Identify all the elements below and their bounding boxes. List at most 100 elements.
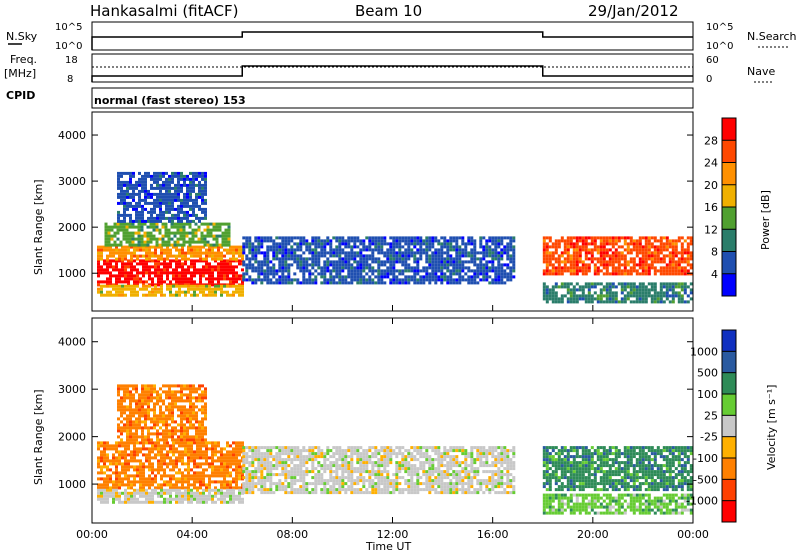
data-cell bbox=[117, 196, 120, 199]
data-cell bbox=[332, 236, 335, 239]
data-cell bbox=[157, 444, 160, 447]
data-cell bbox=[175, 271, 178, 274]
data-cell bbox=[153, 426, 156, 429]
data-cell bbox=[112, 483, 115, 486]
data-cell bbox=[344, 260, 347, 263]
data-cell bbox=[254, 455, 257, 458]
data-cell bbox=[177, 214, 180, 217]
data-cell bbox=[124, 280, 127, 283]
data-cell bbox=[198, 184, 201, 187]
data-cell bbox=[479, 269, 482, 272]
data-cell bbox=[320, 239, 323, 242]
data-cell bbox=[338, 245, 341, 248]
data-cell bbox=[287, 263, 290, 266]
data-cell bbox=[144, 411, 147, 414]
data-cell bbox=[117, 384, 120, 387]
data-cell bbox=[171, 244, 174, 247]
data-cell bbox=[350, 485, 353, 488]
data-cell bbox=[174, 214, 177, 217]
data-cell bbox=[186, 420, 189, 423]
data-cell bbox=[464, 242, 467, 245]
data-cell bbox=[103, 271, 106, 274]
data-cell bbox=[202, 453, 205, 456]
data-cell bbox=[558, 269, 561, 272]
data-cell bbox=[591, 257, 594, 260]
data-cell bbox=[166, 288, 169, 291]
data-cell bbox=[148, 480, 151, 483]
data-cell bbox=[193, 453, 196, 456]
data-cell bbox=[192, 181, 195, 184]
data-cell bbox=[141, 208, 144, 211]
data-cell bbox=[639, 282, 642, 285]
data-cell bbox=[132, 432, 135, 435]
data-cell bbox=[648, 291, 651, 294]
data-cell bbox=[196, 285, 199, 288]
data-cell bbox=[180, 175, 183, 178]
data-cell bbox=[100, 501, 103, 504]
data-cell bbox=[383, 263, 386, 266]
data-cell bbox=[168, 187, 171, 190]
data-cell bbox=[124, 268, 127, 271]
data-cell bbox=[570, 260, 573, 263]
data-cell bbox=[174, 235, 177, 238]
data-cell bbox=[543, 245, 546, 248]
data-cell bbox=[287, 275, 290, 278]
data-cell bbox=[229, 258, 232, 261]
data-cell bbox=[114, 223, 117, 226]
data-cell bbox=[172, 255, 175, 258]
data-cell bbox=[193, 285, 196, 288]
data-cell bbox=[467, 260, 470, 263]
data-cell bbox=[555, 291, 558, 294]
data-cell bbox=[232, 450, 235, 453]
data-cell bbox=[251, 455, 254, 458]
data-cell bbox=[232, 285, 235, 288]
data-cell bbox=[165, 396, 168, 399]
data-cell bbox=[135, 435, 138, 438]
data-cell bbox=[226, 259, 229, 262]
data-cell bbox=[648, 263, 651, 266]
data-cell bbox=[205, 474, 208, 477]
data-cell bbox=[204, 390, 207, 393]
data-cell bbox=[196, 294, 199, 297]
data-cell bbox=[178, 277, 181, 280]
data-cell bbox=[386, 254, 389, 257]
data-cell bbox=[216, 223, 219, 226]
data-cell bbox=[208, 252, 211, 255]
data-cell bbox=[543, 291, 546, 294]
data-cell bbox=[177, 223, 180, 226]
data-cell bbox=[169, 280, 172, 283]
data-cell bbox=[115, 489, 118, 492]
data-cell bbox=[407, 242, 410, 245]
data-cell bbox=[136, 471, 139, 474]
data-cell bbox=[654, 239, 657, 242]
data-cell bbox=[100, 465, 103, 468]
data-cell bbox=[353, 266, 356, 269]
data-cell bbox=[103, 498, 106, 501]
data-cell bbox=[144, 402, 147, 405]
data-cell bbox=[639, 239, 642, 242]
data-cell bbox=[377, 257, 380, 260]
data-cell bbox=[160, 483, 163, 486]
data-cell bbox=[242, 449, 245, 452]
data-cell bbox=[338, 272, 341, 275]
data-cell bbox=[112, 255, 115, 258]
data-cell bbox=[564, 269, 567, 272]
data-cell bbox=[573, 285, 576, 288]
noise-tick-low: 10^0 bbox=[55, 41, 82, 52]
data-cell bbox=[317, 479, 320, 482]
data-cell bbox=[491, 254, 494, 257]
data-cell bbox=[174, 402, 177, 405]
data-cell bbox=[284, 464, 287, 467]
data-cell bbox=[242, 263, 245, 266]
data-cell bbox=[299, 245, 302, 248]
data-cell bbox=[413, 251, 416, 254]
data-cell bbox=[171, 208, 174, 211]
data-cell bbox=[645, 251, 648, 254]
data-cell bbox=[341, 452, 344, 455]
data-cell bbox=[135, 205, 138, 208]
data-cell bbox=[100, 265, 103, 268]
data-cell bbox=[181, 495, 184, 498]
data-cell bbox=[678, 294, 681, 297]
data-cell bbox=[287, 476, 290, 479]
data-cell bbox=[162, 420, 165, 423]
